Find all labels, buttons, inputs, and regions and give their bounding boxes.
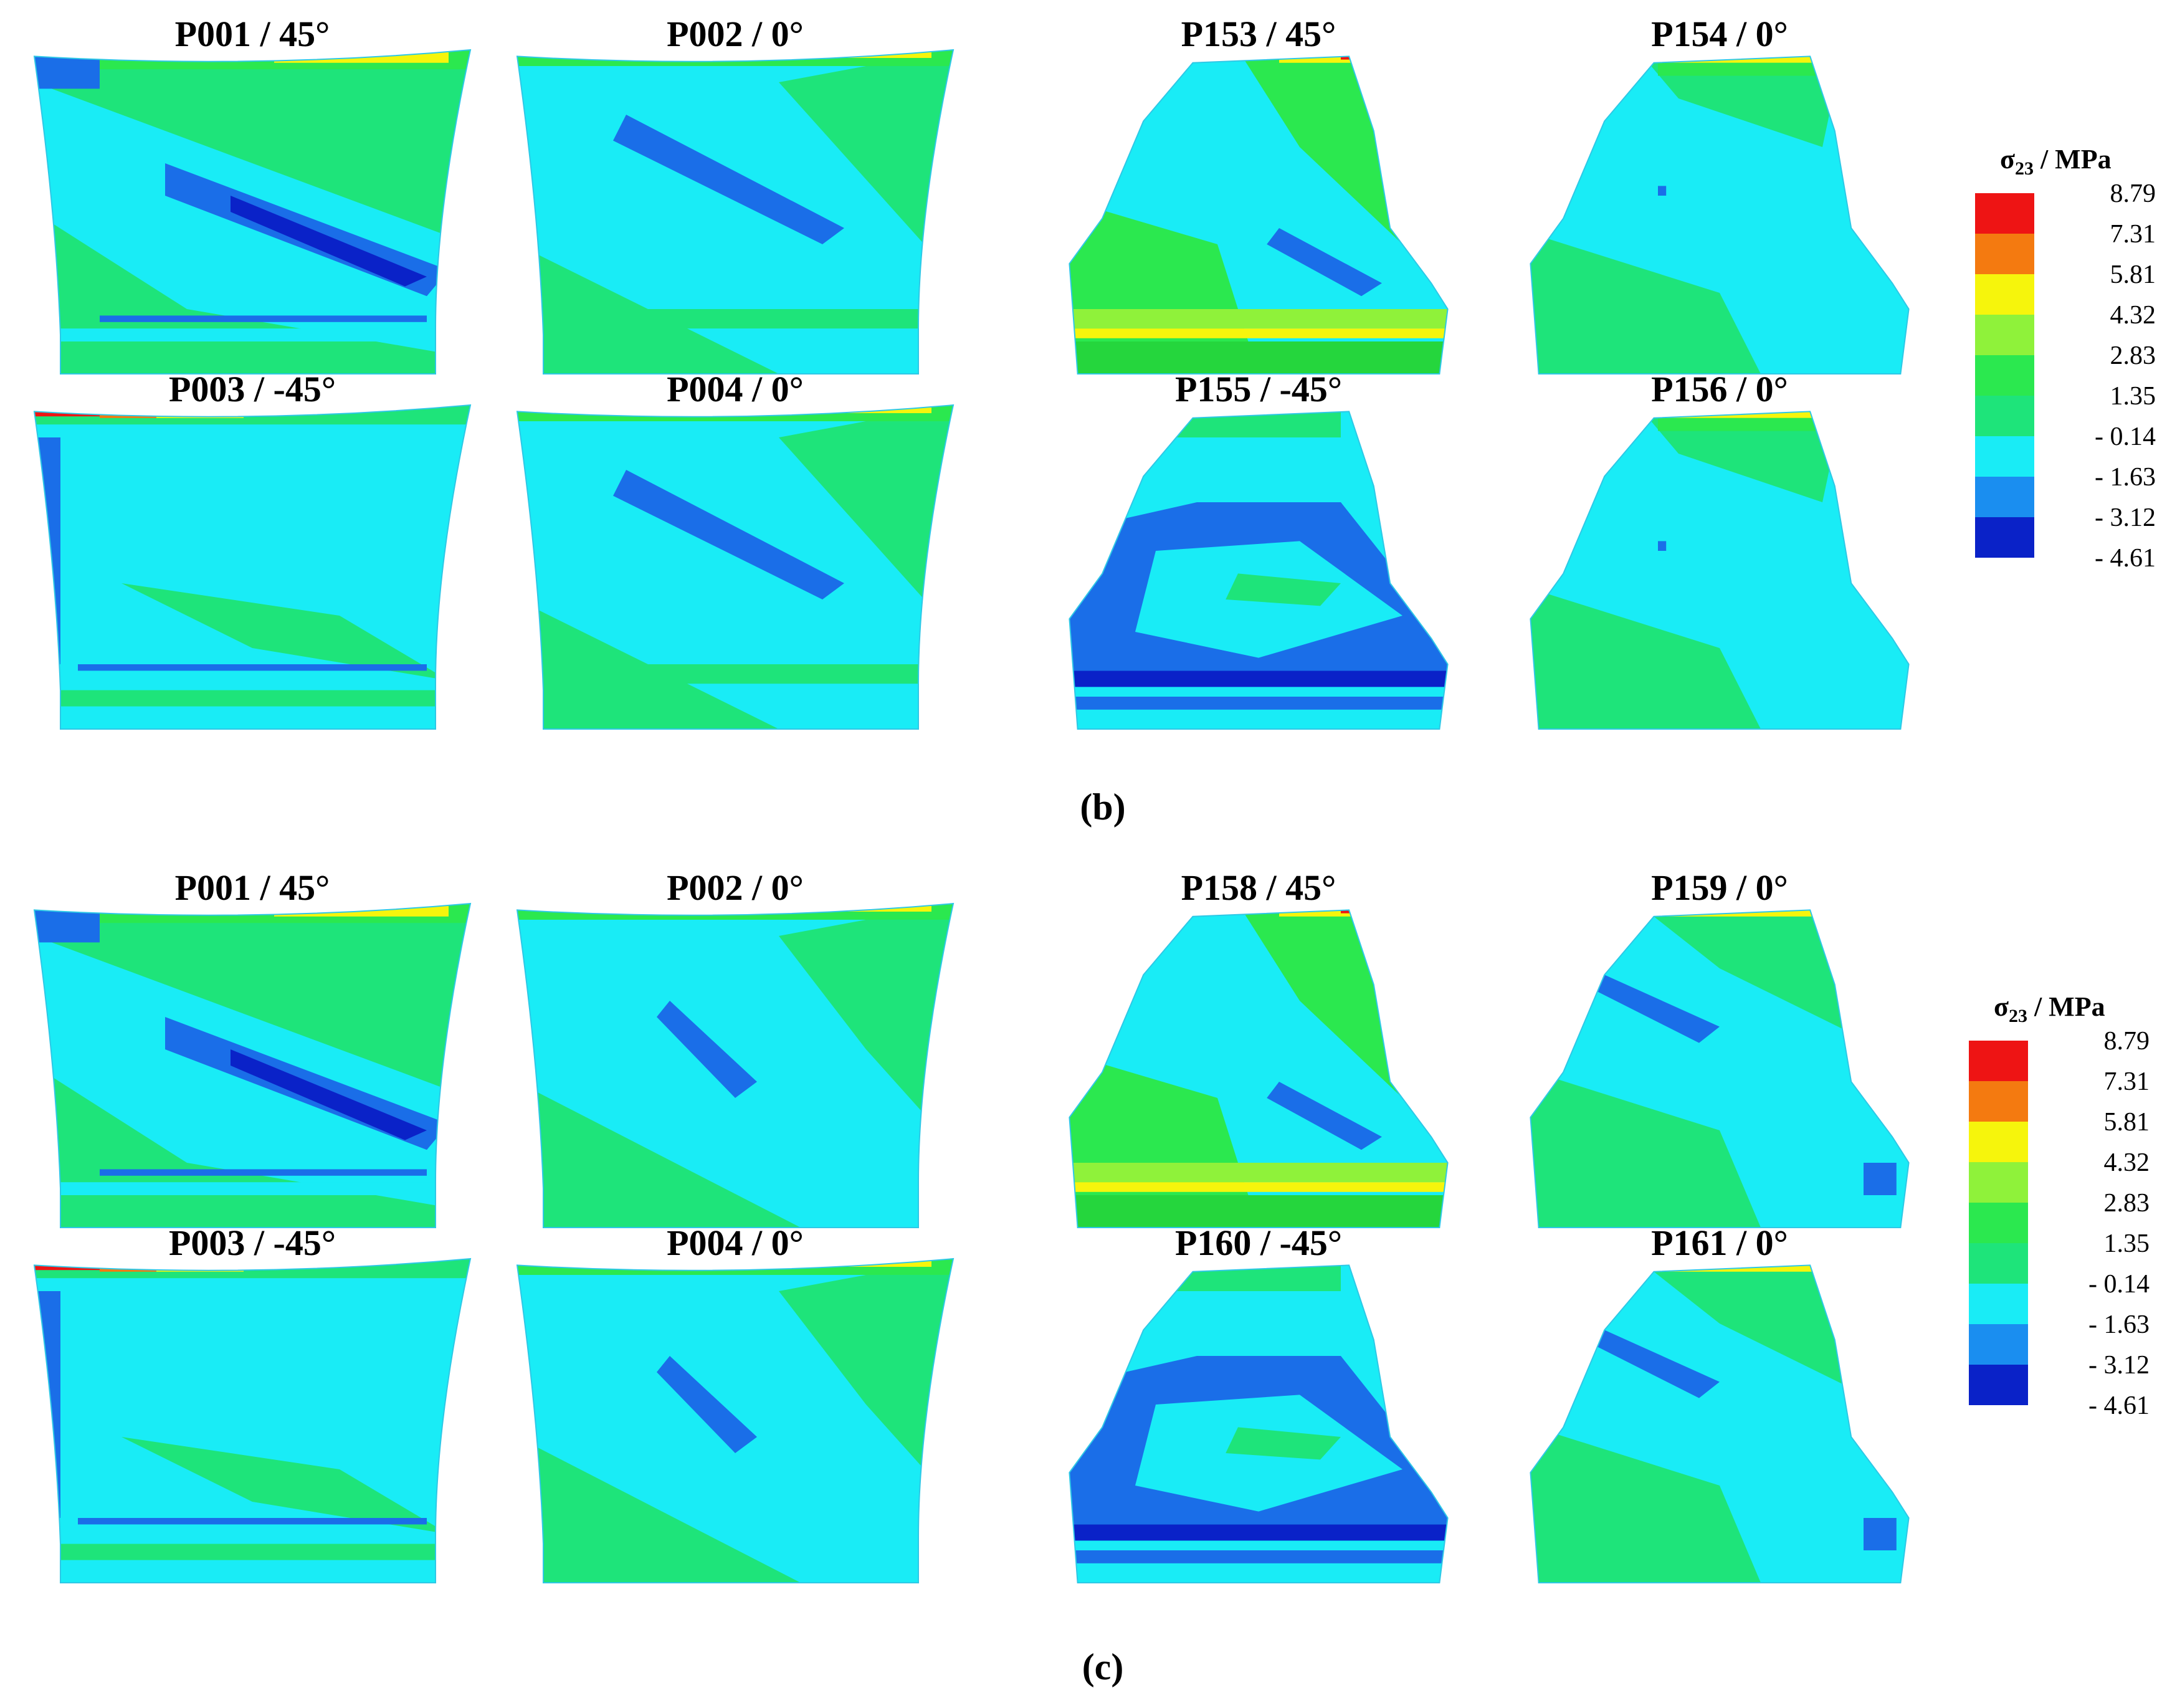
ply-title: P002 / 0° xyxy=(667,867,804,908)
ply-contour-1-1: P002 / 0° xyxy=(516,867,955,1228)
legend-swatch xyxy=(1969,1203,2028,1243)
ply-title: P004 / 0° xyxy=(667,369,804,409)
ply-title: P159 / 0° xyxy=(1651,867,1788,908)
legend-tick-label: 4.32 xyxy=(2104,1148,2150,1177)
legend-swatch xyxy=(1969,1162,2028,1203)
legend-tick-label: 5.81 xyxy=(2104,1108,2150,1137)
ply-stress-field xyxy=(34,405,470,729)
legend-tick-label: 1.35 xyxy=(2104,1229,2150,1258)
ply-title: P160 / -45° xyxy=(1175,1223,1342,1263)
legend-swatch xyxy=(1975,355,2034,396)
ply-title: P156 / 0° xyxy=(1651,369,1788,409)
legend-tick-label: - 1.63 xyxy=(2095,463,2156,492)
ply-stress-field xyxy=(34,1259,470,1583)
legend-tick-label: - 3.12 xyxy=(2088,1351,2150,1380)
ply-contour-0-1: P002 / 0° xyxy=(516,14,955,375)
ply-contour-0-5: P004 / 0° xyxy=(516,369,955,730)
legend-tick-label: 2.83 xyxy=(2110,341,2156,370)
legend-swatch xyxy=(1975,193,2034,234)
legend-swatch xyxy=(1975,396,2034,436)
legend-tick-label: - 3.12 xyxy=(2095,503,2156,532)
ply-contour-0-0: P001 / 45° xyxy=(33,14,472,375)
legend-tick-label: 8.79 xyxy=(2110,179,2156,208)
panel-caption: (b) xyxy=(1080,786,1125,828)
ply-stress-field xyxy=(1069,411,1448,729)
ply-stress-field xyxy=(34,904,470,1228)
legend-swatch xyxy=(1975,315,2034,355)
legend-tick-label: 1.35 xyxy=(2110,382,2156,411)
ply-contour-1-6: P160 / -45° xyxy=(1069,1223,1449,1583)
ply-title: P003 / -45° xyxy=(169,1223,336,1263)
ply-title: P003 / -45° xyxy=(169,369,336,409)
ply-contour-0-6: P155 / -45° xyxy=(1069,369,1449,730)
panel-caption: (c) xyxy=(1082,1646,1124,1687)
ply-contour-1-3: P159 / 0° xyxy=(1530,867,1910,1228)
legend-swatch xyxy=(1975,234,2034,274)
ply-title: P161 / 0° xyxy=(1651,1223,1788,1263)
legend-swatch xyxy=(1969,1243,2028,1284)
ply-title: P004 / 0° xyxy=(667,1223,804,1263)
legend-tick-label: - 1.63 xyxy=(2088,1310,2150,1339)
legend-title: σ23 / MPa xyxy=(2000,144,2112,179)
legend-tick-label: 4.32 xyxy=(2110,301,2156,330)
ply-stress-field xyxy=(1530,411,1909,729)
legend-swatch xyxy=(1969,1041,2028,1081)
ply-contour-0-4: P003 / -45° xyxy=(33,369,472,730)
ply-stress-field xyxy=(34,50,470,374)
legend-tick-label: - 0.14 xyxy=(2088,1270,2150,1299)
ply-stress-field xyxy=(517,1259,953,1583)
ply-contour-1-0: P001 / 45° xyxy=(33,867,472,1228)
ply-stress-field xyxy=(517,405,953,729)
ply-title: P155 / -45° xyxy=(1175,369,1342,409)
legend-tick-label: 7.31 xyxy=(2104,1067,2150,1096)
ply-stress-field xyxy=(517,50,953,374)
legend-swatch xyxy=(1969,1081,2028,1122)
ply-stress-field xyxy=(1069,56,1448,374)
ply-stress-field xyxy=(1530,56,1909,374)
ply-contour-1-2: P158 / 45° xyxy=(1069,867,1449,1228)
ply-stress-field xyxy=(1530,910,1909,1228)
ply-contour-1-7: P161 / 0° xyxy=(1530,1223,1910,1583)
ply-contour-0-3: P154 / 0° xyxy=(1530,14,1910,375)
legend-swatch xyxy=(1969,1365,2028,1405)
ply-stress-field xyxy=(1069,1265,1448,1583)
legend-title: σ23 / MPa xyxy=(1994,991,2105,1026)
legend-tick-label: 7.31 xyxy=(2110,220,2156,249)
legend-tick-label: - 0.14 xyxy=(2095,422,2156,451)
ply-stress-field xyxy=(1530,1265,1909,1583)
ply-contour-1-4: P003 / -45° xyxy=(33,1223,472,1583)
ply-contour-0-7: P156 / 0° xyxy=(1530,369,1910,730)
ply-title: P158 / 45° xyxy=(1181,867,1336,908)
legend-tick-label: 2.83 xyxy=(2104,1189,2150,1218)
legend-swatch xyxy=(1975,517,2034,558)
ply-contour-0-2: P153 / 45° xyxy=(1069,14,1449,375)
legend-swatch xyxy=(1975,436,2034,477)
ply-stress-field xyxy=(517,904,953,1228)
legend-swatch xyxy=(1969,1324,2028,1365)
legend-swatch xyxy=(1969,1122,2028,1162)
legend-tick-label: - 4.61 xyxy=(2095,544,2156,573)
panel-0: P001 / 45° P002 / 0° P153 / 45° P154 / 0° P0… xyxy=(33,14,1910,828)
ply-contour-1-5: P004 / 0° xyxy=(516,1223,955,1583)
ply-title: P153 / 45° xyxy=(1181,14,1336,54)
legend-tick-label: 5.81 xyxy=(2110,260,2156,289)
ply-stress-field xyxy=(1069,910,1448,1228)
ply-title: P001 / 45° xyxy=(175,14,330,54)
panel-1: P001 / 45° P002 / 0° P158 / 45° P159 / 0° P0… xyxy=(33,867,1910,1687)
legend-swatch xyxy=(1969,1284,2028,1324)
ply-title: P001 / 45° xyxy=(175,867,330,908)
legend-swatch xyxy=(1975,477,2034,517)
panels-layer: P001 / 45° P002 / 0° P153 / 45° P154 / 0° P0… xyxy=(33,14,1910,1687)
ply-title: P002 / 0° xyxy=(667,14,804,54)
legend-tick-label: - 4.61 xyxy=(2088,1391,2150,1420)
ply-title: P154 / 0° xyxy=(1651,14,1788,54)
legend-tick-label: 8.79 xyxy=(2104,1027,2150,1056)
legend-swatch xyxy=(1975,274,2034,315)
